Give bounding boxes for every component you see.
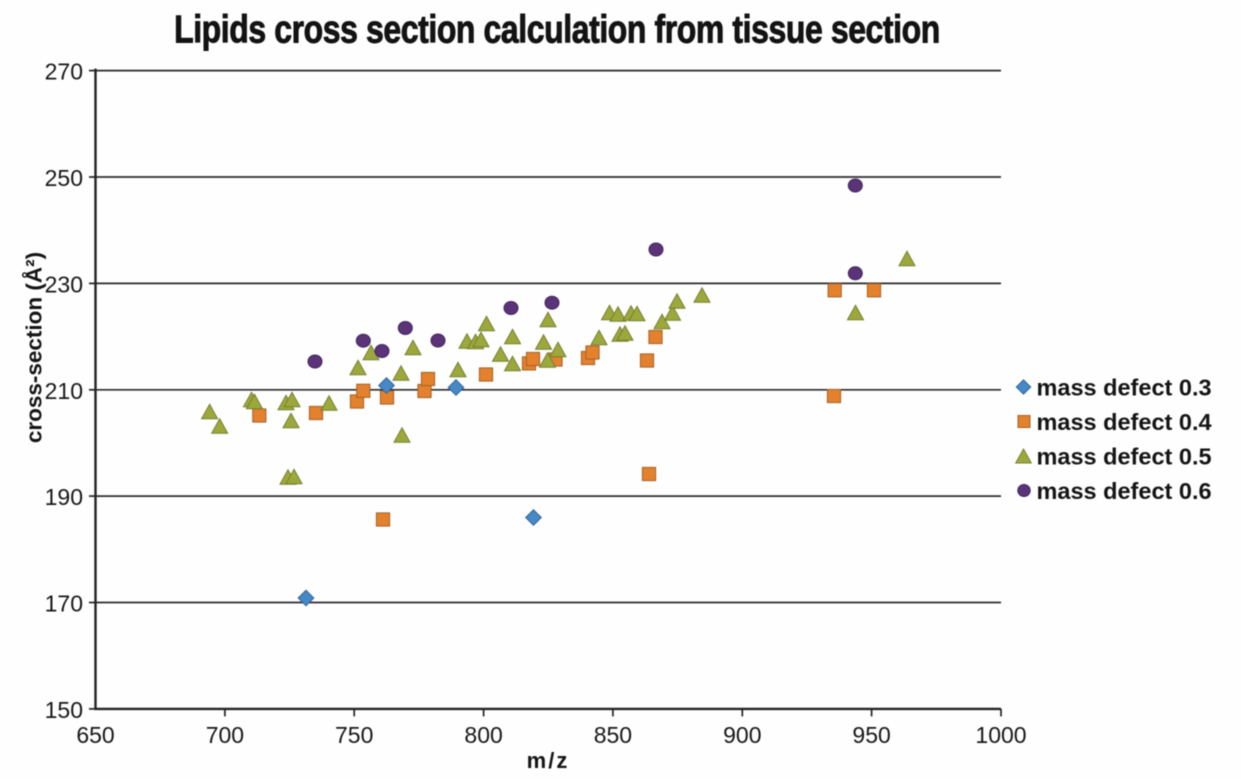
svg-text:270: 270 (45, 59, 83, 85)
svg-text:mass defect 0.4: mass defect 0.4 (1037, 409, 1212, 435)
svg-text:m/z: m/z (527, 748, 570, 773)
svg-text:230: 230 (45, 271, 83, 297)
svg-text:150: 150 (45, 697, 83, 723)
svg-text:1000: 1000 (975, 722, 1026, 748)
svg-text:170: 170 (45, 591, 83, 617)
svg-text:800: 800 (464, 722, 502, 748)
svg-text:650: 650 (76, 722, 114, 748)
svg-text:210: 210 (45, 378, 83, 404)
svg-text:750: 750 (335, 722, 373, 748)
svg-text:mass defect 0.5: mass defect 0.5 (1037, 444, 1212, 470)
svg-text:Lipids cross section calculati: Lipids cross section calculation from ti… (174, 8, 940, 52)
svg-text:250: 250 (45, 165, 83, 191)
svg-text:850: 850 (594, 722, 632, 748)
svg-text:950: 950 (852, 722, 890, 748)
svg-text:190: 190 (45, 484, 83, 510)
svg-text:900: 900 (723, 722, 761, 748)
svg-text:cross-section (Å²): cross-section (Å²) (21, 252, 47, 443)
svg-text:mass defect 0.6: mass defect 0.6 (1037, 478, 1212, 504)
svg-text:mass defect 0.3: mass defect 0.3 (1037, 375, 1212, 401)
svg-text:700: 700 (206, 722, 244, 748)
